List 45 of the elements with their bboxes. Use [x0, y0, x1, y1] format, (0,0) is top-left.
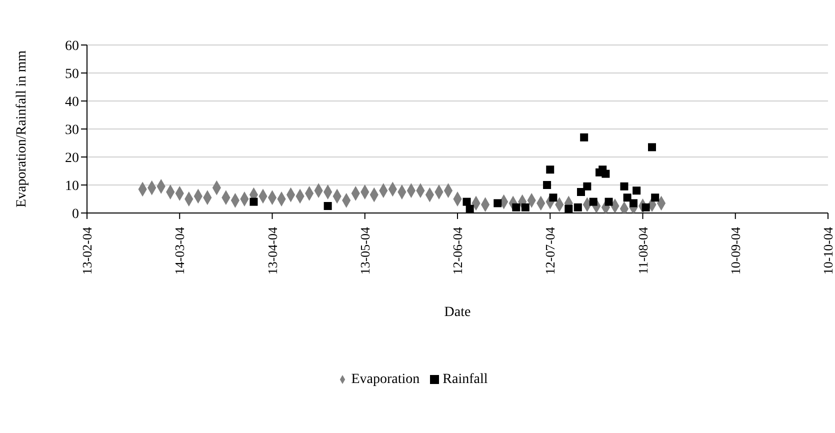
x-tick-label: 13-02-04	[80, 226, 94, 275]
y-tick-label: 20	[65, 150, 79, 166]
point	[642, 203, 650, 212]
point	[623, 194, 632, 202]
point	[462, 198, 471, 206]
point	[250, 198, 258, 206]
y-tick-label: 50	[65, 66, 79, 82]
y-tick-label: 10	[65, 178, 79, 194]
x-tick-label: 13-04-04	[264, 226, 280, 275]
x-tick-label: 14-03-04	[172, 226, 188, 275]
point	[466, 204, 474, 213]
x-tick-label: 12-06-04	[450, 226, 465, 275]
point	[602, 170, 610, 178]
y-axis-title: Evaporation/Rainfall in mm	[14, 50, 30, 208]
point	[629, 199, 638, 208]
point	[549, 194, 558, 202]
x-tick-label: 10-09-04	[728, 226, 743, 275]
x-tick-label: 11-08-04	[635, 226, 650, 274]
point	[648, 143, 656, 152]
point	[564, 204, 573, 213]
point	[583, 182, 592, 190]
y-tick-label: 40	[65, 94, 79, 110]
point	[512, 203, 520, 212]
legend-label: Rainfall	[442, 372, 488, 387]
legend-label: Evaporation	[351, 372, 420, 387]
point	[604, 198, 613, 206]
point	[589, 198, 598, 206]
y-tick-label: 0	[72, 206, 79, 222]
point	[580, 133, 588, 142]
point	[577, 188, 585, 196]
point	[620, 182, 628, 190]
x-tick-label: 10-10-04	[820, 226, 835, 275]
point	[494, 199, 502, 208]
point	[543, 181, 552, 189]
point	[546, 166, 554, 174]
x-tick-label: 12-07-04	[542, 226, 558, 275]
point	[651, 194, 660, 202]
y-tick-label: 30	[65, 122, 79, 138]
y-tick-label: 60	[65, 38, 79, 54]
x-tick-label: 13-05-04	[357, 226, 372, 275]
point	[574, 203, 582, 212]
x-axis-title: Date	[444, 305, 471, 320]
point	[632, 186, 641, 195]
point	[521, 203, 530, 212]
point	[324, 202, 332, 210]
